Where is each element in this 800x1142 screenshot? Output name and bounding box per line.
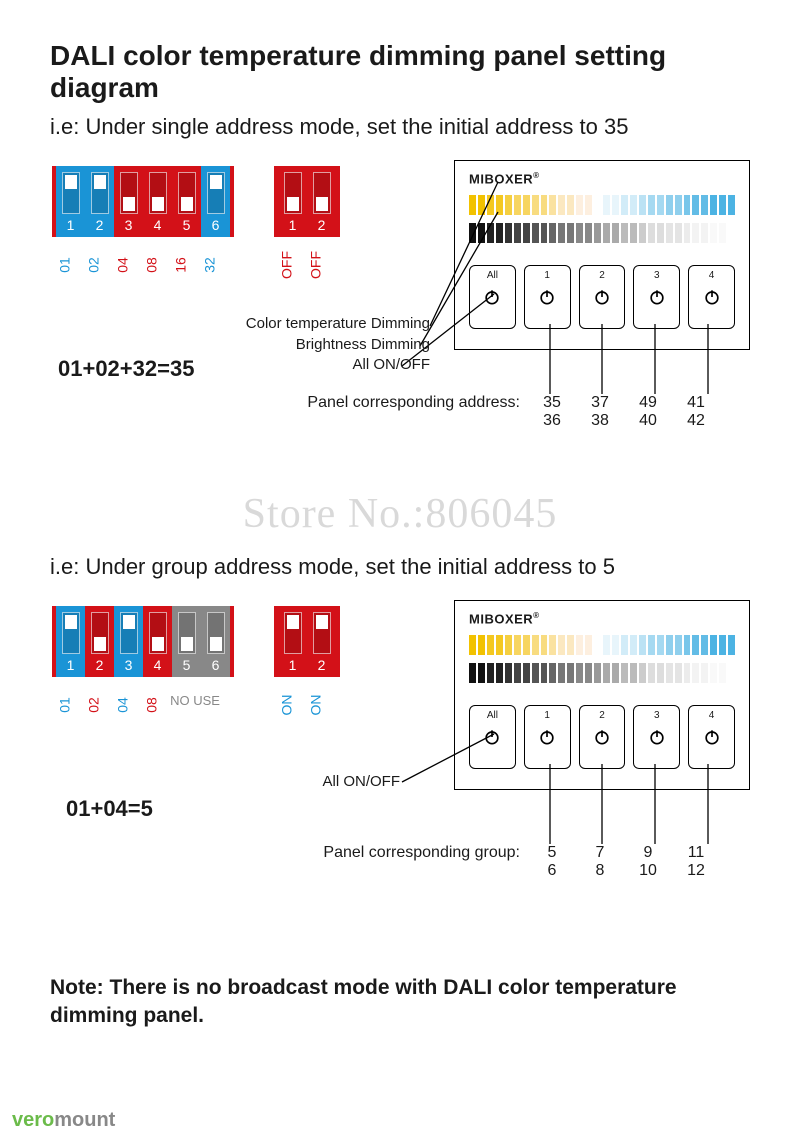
panel-brand-1: MIBOXER®	[469, 171, 749, 186]
color-temp-bar-1	[469, 195, 735, 215]
dip-label: OFF	[304, 251, 328, 280]
addr-row-1: Panel corresponding address: 35363738494…	[230, 394, 720, 430]
dip-label: 08	[140, 251, 164, 280]
dip-switch-1: 1	[56, 166, 85, 237]
panel-button-all[interactable]: All	[469, 265, 516, 329]
dip6-ex2: 123456 01020408NO USE	[50, 604, 236, 717]
note-text: Note: There is no broadcast mode with DA…	[50, 974, 750, 1029]
panel-button-4[interactable]: 4	[688, 265, 735, 329]
dip2-ex2: 12 ONON	[272, 604, 342, 717]
dip-switch-3: 3	[114, 172, 143, 233]
panel-ex2: MIBOXER® All1234	[454, 600, 750, 790]
panel-button-3[interactable]: 3	[633, 705, 680, 769]
panel-button-1[interactable]: 1	[524, 705, 571, 769]
panel-ex1: MIBOXER® All1234	[454, 160, 750, 350]
dip-label: 04	[111, 691, 135, 720]
addr-col: 910	[624, 844, 672, 880]
dip-label: 02	[82, 251, 106, 280]
dip-label: OFF	[275, 251, 299, 280]
color-temp-bar-2	[469, 635, 735, 655]
dip-switch-2: 2	[307, 612, 336, 673]
addr-col: 56	[528, 844, 576, 880]
callout-allonoff: All ON/OFF	[180, 355, 430, 375]
example1-subtitle: i.e: Under single address mode, set the …	[50, 114, 750, 140]
addr-col: 78	[576, 844, 624, 880]
panel-brand-2: MIBOXER®	[469, 611, 749, 626]
dip-label: 08	[140, 691, 164, 720]
page-title: DALI color temperature dimming panel set…	[50, 40, 750, 104]
dip-switch-6: 6	[201, 606, 230, 677]
dip-switch-2: 2	[307, 172, 336, 233]
example-1: i.e: Under single address mode, set the …	[50, 114, 750, 504]
panel-button-4[interactable]: 4	[688, 705, 735, 769]
dip-label: 04	[111, 251, 135, 280]
panel-button-2[interactable]: 2	[579, 705, 626, 769]
equation-1: 01+02+32=35	[58, 356, 194, 382]
addr-col: 3738	[576, 394, 624, 430]
addr-label-1: Panel corresponding address:	[230, 394, 520, 430]
dip-switch-5: 5	[172, 172, 201, 233]
callout-allonoff-2: All ON/OFF	[250, 772, 400, 792]
dip2-ex1: 12 OFFOFF	[272, 164, 342, 277]
footer-logo: veromount	[12, 1109, 115, 1132]
example-2: i.e: Under group address mode, set the i…	[50, 554, 750, 944]
dip-switch-4: 4	[143, 172, 172, 233]
dip-switch-2: 2	[85, 166, 114, 237]
addr-col: 4940	[624, 394, 672, 430]
addr-col: 3536	[528, 394, 576, 430]
dip-label: ON	[275, 691, 299, 720]
watermark: Store No.:806045	[0, 490, 800, 538]
brightness-bar-2	[469, 663, 735, 683]
callout-brightness: Brightness Dimming	[180, 335, 430, 355]
dip-switch-4: 4	[143, 612, 172, 673]
example2-subtitle: i.e: Under group address mode, set the i…	[50, 554, 750, 580]
dip-switch-2: 2	[85, 612, 114, 673]
dip-switch-3: 3	[114, 606, 143, 677]
dip-label: 16	[169, 251, 193, 280]
panel-button-1[interactable]: 1	[524, 265, 571, 329]
addr-label-2: Panel corresponding group:	[230, 844, 520, 880]
dip-label: 32	[198, 251, 222, 280]
equation-2: 01+04=5	[66, 796, 153, 822]
dip-label: ON	[304, 691, 328, 720]
panel-button-all[interactable]: All	[469, 705, 516, 769]
callouts-1: Color temperature Dimming Brightness Dim…	[180, 314, 430, 375]
dip-switch-5: 5	[172, 606, 201, 677]
panel-buttons-1: All1234	[469, 265, 735, 329]
addr-col: 4142	[672, 394, 720, 430]
panel-button-3[interactable]: 3	[633, 265, 680, 329]
dip6-ex1: 123456 010204081632	[50, 164, 236, 277]
panel-buttons-2: All1234	[469, 705, 735, 769]
callout-colortemp: Color temperature Dimming	[180, 314, 430, 334]
addr-col: 1112	[672, 844, 720, 880]
dip-switch-1: 1	[278, 612, 307, 673]
dip-switch-1: 1	[56, 606, 85, 677]
callouts-2: All ON/OFF	[250, 772, 400, 792]
brightness-bar-1	[469, 223, 735, 243]
dip-label: 01	[53, 691, 77, 720]
dip-label: 01	[53, 251, 77, 280]
addr-row-2: Panel corresponding group: 56789101112	[230, 844, 720, 880]
dip-label-nouse: NO USE	[166, 689, 224, 713]
panel-button-2[interactable]: 2	[579, 265, 626, 329]
dip-label: 02	[82, 691, 106, 720]
dip-switch-1: 1	[278, 172, 307, 233]
dip-switch-6: 6	[201, 166, 230, 237]
